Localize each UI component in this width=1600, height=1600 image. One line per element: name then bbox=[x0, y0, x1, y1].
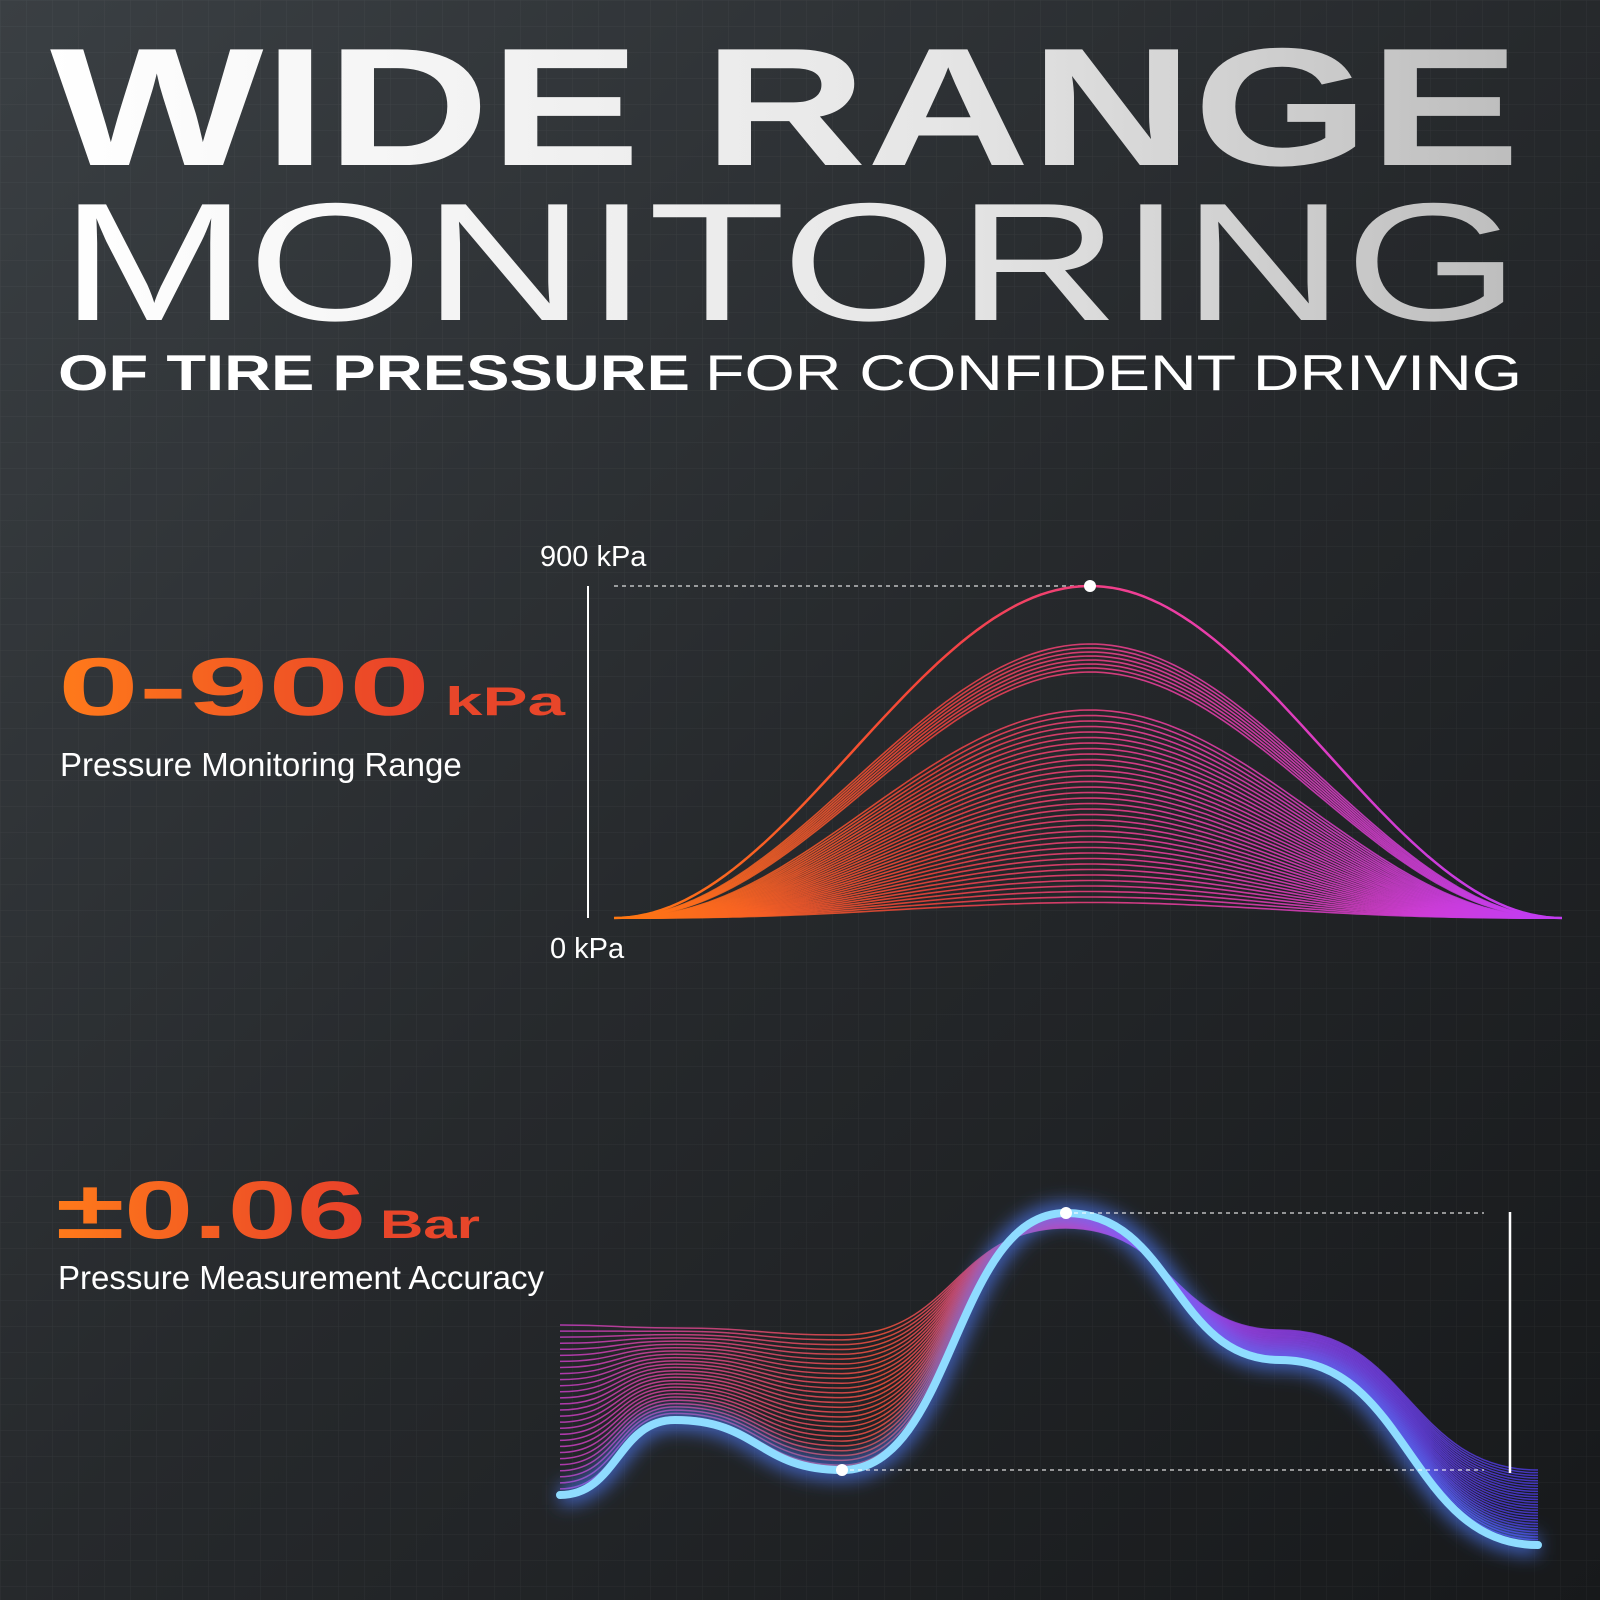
bell-curve bbox=[614, 857, 1562, 919]
bell-curve bbox=[613, 647, 1563, 919]
bell-curve bbox=[614, 753, 1562, 919]
bell-curve bbox=[614, 808, 1562, 919]
bell-curve bbox=[614, 747, 1562, 919]
title-line-2: MONITORING bbox=[60, 168, 1520, 356]
bell-curve bbox=[614, 824, 1562, 919]
title-line-1: WIDE RANGE bbox=[50, 13, 1520, 201]
bell-curve bbox=[614, 802, 1562, 919]
bell-curve bbox=[614, 813, 1562, 919]
bell-curve bbox=[614, 780, 1562, 919]
bell-curve bbox=[613, 720, 1563, 919]
bell-curve bbox=[613, 655, 1563, 919]
bell-curve bbox=[614, 863, 1562, 919]
bell-curve bbox=[614, 846, 1562, 919]
bell-curve bbox=[614, 874, 1562, 919]
bell-curve bbox=[613, 714, 1563, 919]
bell-curve bbox=[614, 835, 1562, 919]
wave-curves bbox=[556, 1202, 1542, 1555]
bell-curve bbox=[614, 791, 1562, 919]
accuracy-caption: Pressure Measurement Accuracy bbox=[58, 1259, 545, 1296]
bell-curve bbox=[613, 671, 1563, 919]
bell-curve bbox=[613, 663, 1563, 919]
bell-curve bbox=[614, 736, 1562, 919]
bell-curve bbox=[613, 643, 1563, 919]
bell-curve bbox=[613, 709, 1563, 919]
bell-curve bbox=[614, 758, 1562, 919]
axis-bottom-label: 0 kPa bbox=[550, 933, 625, 965]
bell-curve bbox=[614, 764, 1562, 919]
bell-curve bbox=[614, 819, 1562, 919]
bell-curve bbox=[614, 841, 1562, 919]
accuracy-value: ±0.06 bbox=[56, 1165, 366, 1256]
peak-dot bbox=[1084, 580, 1096, 592]
bell-curve bbox=[614, 731, 1562, 919]
min-dot bbox=[836, 1464, 848, 1476]
wave-main bbox=[556, 1208, 1542, 1549]
axis-top-label: 900 kPa bbox=[540, 541, 647, 573]
range-caption: Pressure Monitoring Range bbox=[60, 746, 462, 783]
subtitle-light: FOR CONFIDENT DRIVING bbox=[705, 345, 1522, 401]
bell-curve bbox=[614, 786, 1562, 919]
bell-curve bbox=[614, 769, 1562, 919]
max-dot bbox=[1060, 1207, 1072, 1219]
bell-curve bbox=[613, 659, 1563, 919]
bell-curve bbox=[614, 868, 1562, 919]
bell-curve bbox=[613, 725, 1563, 919]
range-unit: kPa bbox=[445, 680, 566, 724]
bell-curve bbox=[613, 651, 1563, 919]
accuracy-unit: Bar bbox=[380, 1203, 480, 1247]
bell-curve bbox=[614, 797, 1562, 919]
bell-curve bbox=[614, 901, 1562, 919]
bell-curve bbox=[614, 742, 1562, 919]
subtitle-bold: OF TIRE PRESSURE bbox=[58, 345, 690, 401]
bell-curve bbox=[614, 830, 1562, 919]
range-value: 0-900 bbox=[58, 642, 430, 733]
bell-curve bbox=[614, 775, 1562, 919]
bell-curve bbox=[613, 667, 1563, 919]
bell-curve bbox=[614, 852, 1562, 919]
bell-curves bbox=[613, 584, 1563, 920]
